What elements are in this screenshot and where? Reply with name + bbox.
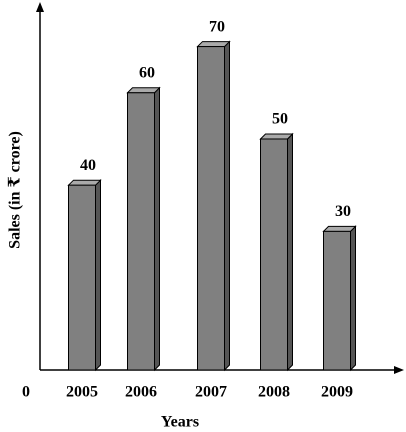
bar-top <box>259 133 294 140</box>
bar-side <box>287 132 293 372</box>
x-tick-label: 2008 <box>258 384 290 401</box>
x-tick-label: 2009 <box>321 384 353 401</box>
bar-side <box>224 40 230 372</box>
bar-top <box>322 225 357 232</box>
bar <box>323 230 351 371</box>
x-tick-label: 2007 <box>195 384 227 401</box>
bar <box>197 46 225 371</box>
x-axis-arrow <box>394 366 404 374</box>
bar-side <box>350 225 356 372</box>
bar-side <box>154 86 160 372</box>
value-label: 50 <box>272 111 288 128</box>
y-axis-title: Sales (in ₹ crore) <box>7 131 24 249</box>
value-label: 60 <box>139 64 155 81</box>
value-label: 40 <box>80 157 96 174</box>
bar <box>260 138 288 371</box>
x-tick-label: 2006 <box>125 384 157 401</box>
value-label: 70 <box>209 18 225 35</box>
bar-top <box>67 179 102 186</box>
x-tick-label: 2005 <box>66 384 98 401</box>
bar-top <box>126 87 161 94</box>
bar-side <box>95 178 101 372</box>
value-label: 30 <box>335 203 351 220</box>
bar <box>68 184 96 371</box>
bar-top <box>196 41 231 48</box>
y-axis-arrow <box>36 2 44 12</box>
y-tick-label: 0 <box>22 384 30 401</box>
bar <box>127 92 155 371</box>
x-axis-title: Years <box>161 414 199 431</box>
